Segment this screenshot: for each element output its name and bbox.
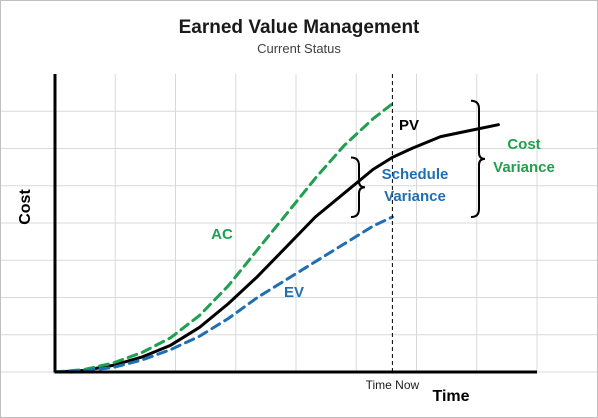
schedule-variance-bracket (350, 156, 366, 219)
series-line-pv (53, 123, 500, 374)
axes: Time Now (53, 74, 537, 392)
series-line-ev (53, 215, 394, 374)
time-now-label: Time Now (366, 378, 420, 392)
series-label-ev: EV (284, 284, 304, 301)
chart-title: Earned Value Management (179, 17, 420, 38)
series-line-ac (53, 102, 394, 374)
schedule-variance-label: Variance (384, 188, 446, 205)
grid (1, 74, 597, 373)
series-label-pv: PV (399, 117, 419, 134)
chart-subtitle: Current Status (257, 41, 341, 56)
cost-variance-label: Cost (507, 136, 540, 153)
series-label-ac: AC (211, 226, 233, 243)
series-group: PV AC EV (53, 102, 500, 374)
cost-variance-label: Variance (493, 159, 555, 176)
annotations-group: Schedule Variance Cost Variance (350, 99, 555, 219)
schedule-variance-label: Schedule (382, 166, 449, 183)
x-axis-label: Time (432, 388, 469, 405)
y-axis-label: Cost (17, 189, 34, 225)
cost-variance-bracket (470, 99, 486, 219)
